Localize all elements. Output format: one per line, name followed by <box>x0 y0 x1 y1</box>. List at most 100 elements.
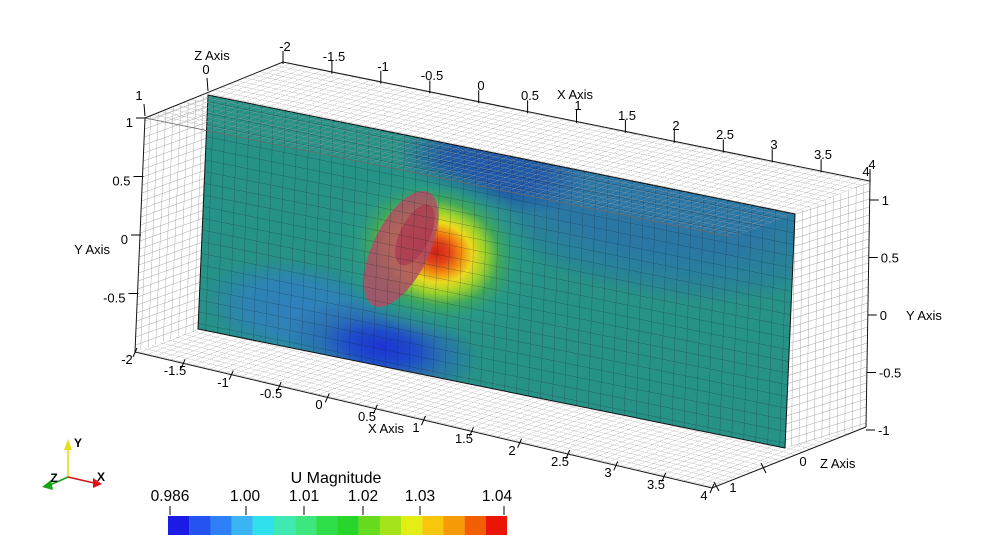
x-tick-label: -2 <box>121 352 133 367</box>
x-tick-label: -0.5 <box>260 386 282 401</box>
legend-segment <box>273 516 296 535</box>
x-tick-label: 3.5 <box>814 147 832 162</box>
y-axis-left-tickmarks <box>128 117 146 294</box>
z-arrowhead-icon <box>42 480 53 490</box>
z-arrow-label: Z <box>50 471 57 485</box>
x-tick-label: 1 <box>412 420 419 435</box>
legend-segment <box>485 516 508 535</box>
legend-segment <box>231 516 253 535</box>
x-tick-label: 1 <box>574 98 581 113</box>
x-arrow-label: X <box>97 470 105 484</box>
x-arrowhead-icon <box>93 478 102 488</box>
box-right-face-grid <box>785 181 870 448</box>
y-axis-right: 1 0.5 0 -0.5 -1 Y Axis <box>866 193 942 438</box>
box-bottom-face-grid <box>135 329 866 488</box>
z-axis-title-bottom: Z Axis <box>820 456 856 471</box>
legend-colorbar <box>168 516 508 535</box>
x-tick-label: 3 <box>604 465 611 480</box>
legend-segment <box>295 516 317 535</box>
y-axis-title-right: Y Axis <box>906 308 942 323</box>
wireframe-box <box>135 62 870 488</box>
legend-title: U Magnitude <box>291 470 382 487</box>
y-arrow-label: Y <box>74 436 82 450</box>
y-tick-label: 0.5 <box>112 174 130 189</box>
x-tick-label: 4 <box>700 488 707 503</box>
x-tick-label: -1 <box>217 375 229 390</box>
x-tick-label-corner: 4 <box>862 164 869 179</box>
z-tick-label: 1 <box>135 88 142 103</box>
legend-segment <box>316 516 338 535</box>
legend-tick-label: 1.03 <box>405 488 435 505</box>
legend-tick-label: 0.986 <box>151 488 190 505</box>
y-tick-label: -0.5 <box>879 366 901 381</box>
legend-segment <box>252 516 275 535</box>
z-tick-label: 0 <box>202 62 209 77</box>
z-axis-bottom-tickmarks <box>713 462 767 492</box>
box-front-top-strip-grid <box>144 95 795 238</box>
legend-tick-label: 1.01 <box>289 488 319 505</box>
x-tick-label: 1.5 <box>455 431 473 446</box>
z-tick-label: 0 <box>799 454 806 469</box>
color-legend[interactable]: U Magnitude 0.986 1.00 1.01 1.02 1.03 1.… <box>151 470 513 535</box>
box-top-face-grid <box>145 62 870 214</box>
orientation-axes-widget[interactable]: Y X Z <box>42 436 105 490</box>
legend-segment <box>443 516 465 535</box>
y-tick-label: 0.5 <box>881 251 899 266</box>
legend-tick-label: 1.00 <box>230 488 261 505</box>
legend-tick-label: 1.02 <box>348 488 378 505</box>
x-arrow <box>67 476 95 484</box>
x-tick-label: -1.5 <box>164 363 186 378</box>
y-tick-label: 0 <box>121 232 128 247</box>
x-tick-label: -1.5 <box>323 49 345 64</box>
box-left-face-grid <box>135 95 208 352</box>
y-tick-label: 1 <box>126 115 133 130</box>
y-axis-left: 1 0.5 0 -0.5 Y Axis <box>74 115 146 306</box>
x-axis-title-top: X Axis <box>557 87 594 102</box>
x-tick-label: -0.5 <box>421 68 443 83</box>
legend-segment <box>210 516 232 535</box>
y-arrowhead-icon <box>64 439 72 450</box>
x-tick-label: -1 <box>377 59 389 74</box>
x-tick-label: 0 <box>477 78 484 93</box>
y-tick-label: 0 <box>880 308 887 323</box>
x-tick-label: 3 <box>770 137 777 152</box>
x-tick-label: 2 <box>508 443 515 458</box>
legend-segment <box>337 516 359 535</box>
z-axis-top: 1 0 Z Axis 4 <box>135 48 869 179</box>
x-tick-label: 4 <box>868 157 875 172</box>
x-axis-top-tickmarks <box>282 51 871 182</box>
x-axis-title-bottom: X Axis <box>368 421 405 436</box>
legend-segment <box>358 516 380 535</box>
x-axis-bottom: -2 -1.5 -1 -0.5 0 0.5 1 1.5 2 2.5 3 3.5 … <box>121 347 715 503</box>
legend-segment <box>464 516 486 535</box>
y-tick-label: -0.5 <box>103 291 125 306</box>
x-tick-label: 0.5 <box>521 88 539 103</box>
legend-segment <box>422 516 444 535</box>
x-tick-label: 2.5 <box>716 127 734 142</box>
x-tick-label: -2 <box>279 39 291 54</box>
x-tick-label: 2.5 <box>551 454 569 469</box>
y-axis-right-tickmarks <box>866 199 879 431</box>
z-axis-bottom: 1 0 Z Axis <box>713 454 856 495</box>
y-axis-title-left: Y Axis <box>74 242 110 257</box>
x-axis-bottom-tickmarks <box>132 347 715 494</box>
x-tick-label: 2 <box>672 118 679 133</box>
legend-tick-label: 1.04 <box>482 488 513 505</box>
x-tick-label: 0.5 <box>358 409 376 424</box>
x-tick-label: 0 <box>315 397 322 412</box>
x-tick-label: 3.5 <box>647 477 665 492</box>
legend-tickmarks <box>169 506 505 515</box>
z-tick-label: 1 <box>729 480 736 495</box>
y-tick-label: 1 <box>882 193 889 208</box>
legend-segment <box>168 516 190 535</box>
x-axis-top: -2 -1.5 -1 -0.5 0 0.5 1 1.5 2 2.5 3 3.5 … <box>279 39 876 182</box>
x-tick-label: 1.5 <box>618 108 636 123</box>
legend-segment <box>401 516 423 535</box>
y-tick-label: -1 <box>878 423 890 438</box>
legend-segment <box>189 516 211 535</box>
box-front-top-edge <box>144 117 733 238</box>
z-axis-title-top: Z Axis <box>194 48 230 63</box>
z-arrow <box>49 476 69 486</box>
